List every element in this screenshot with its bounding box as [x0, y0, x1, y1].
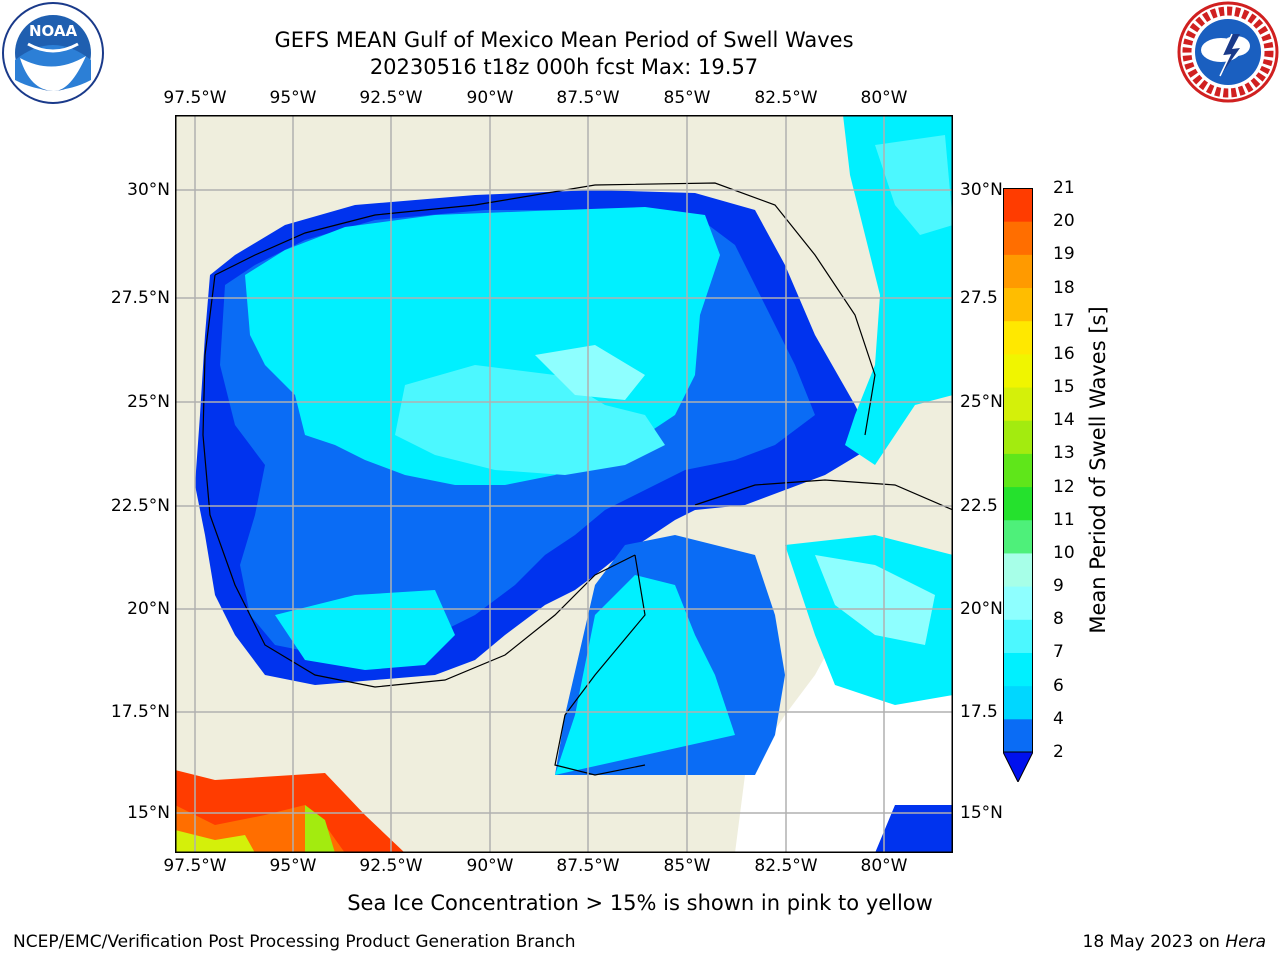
- map-border: [175, 115, 953, 853]
- lon-label-bottom: 80°W: [860, 856, 908, 876]
- colorbar-tick-label: 9: [1053, 576, 1064, 597]
- coastline-yucatan: [554, 554, 646, 776]
- colorbar-segment: [1003, 685, 1033, 720]
- lon-label-bottom: 97.5°W: [163, 856, 227, 876]
- colorbar-tick-label: 7: [1053, 642, 1064, 663]
- swell-atlantic-6-7: [875, 135, 953, 235]
- swell-pacific-13: [305, 805, 335, 853]
- colorbar-tick-label: 6: [1053, 675, 1064, 696]
- colorbar-segment: [1003, 453, 1033, 488]
- colorbar-tick-label: 21: [1053, 178, 1075, 198]
- lat-label-right: 15°N: [960, 803, 1003, 823]
- lat-label-left: 22.5°N: [110, 496, 170, 516]
- noaa-logo-text: NOAA: [29, 22, 78, 40]
- footer-host: Hera: [1225, 932, 1266, 952]
- lon-label-top: 90°W: [466, 88, 514, 108]
- lon-label-bottom: 90°W: [466, 856, 514, 876]
- coastline-west: [202, 274, 636, 688]
- lon-label-top: 85°W: [663, 88, 711, 108]
- colorbar-segment: [1003, 188, 1033, 222]
- lon-label-top: 95°W: [269, 88, 317, 108]
- lon-label-bottom: 82.5°W: [754, 856, 818, 876]
- lat-label-left: 27.5°N: [110, 288, 170, 308]
- colorbar-tick-label: 8: [1053, 609, 1064, 630]
- lon-label-top: 87.5°W: [556, 88, 620, 108]
- nws-logo: [1176, 0, 1280, 104]
- swell-band-4-6-south: [275, 590, 455, 670]
- chart-subtitle: 20230516 t18z 000h fcst Max: 19.57: [369, 55, 759, 79]
- colorbar-tick-label: 20: [1053, 211, 1075, 232]
- swell-band-2-se: [875, 805, 953, 853]
- colorbar-tick-label: 19: [1053, 244, 1075, 265]
- swell-caribbean-4-6: [555, 575, 735, 775]
- colorbar-segment: [1003, 254, 1033, 289]
- lat-label-left: 17.5°N: [110, 702, 170, 722]
- footer-date-text: 18 May 2023 on: [1082, 932, 1226, 952]
- lat-label-right: 17.5: [960, 702, 998, 722]
- colorbar-tick-label: 17: [1053, 310, 1075, 331]
- coastline-cuba: [694, 479, 954, 511]
- colorbar-segment: [1003, 519, 1033, 554]
- lat-label-left: 20°N: [127, 599, 170, 619]
- colorbar-tick-label: 10: [1053, 542, 1075, 563]
- lon-label-top: 80°W: [860, 88, 908, 108]
- footer-date: 18 May 2023 on Hera: [1083, 932, 1267, 952]
- chart-title: GEFS MEAN Gulf of Mexico Mean Period of …: [274, 28, 854, 52]
- map-panel: [175, 115, 954, 853]
- colorbar-segment: [1003, 221, 1033, 255]
- lon-label-bottom: 95°W: [269, 856, 317, 876]
- lat-label-right: 25°N: [960, 392, 1003, 412]
- swell-eastcarib-7-8: [815, 555, 935, 645]
- lon-label-bottom: 92.5°W: [359, 856, 423, 876]
- lat-label-left: 25°N: [127, 392, 170, 412]
- lon-label-bottom: 87.5°W: [556, 856, 620, 876]
- swell-band-6-7: [395, 365, 665, 475]
- colorbar-svg: [1002, 188, 1034, 784]
- lat-label-right: 20°N: [960, 599, 1003, 619]
- colorbar-segment: [1003, 387, 1033, 421]
- colorbar-tick-label: 18: [1053, 277, 1075, 298]
- ice-note: Sea Ice Concentration > 15% is shown in …: [0, 891, 1280, 915]
- colorbar-segment: [1003, 486, 1033, 521]
- lon-label-top: 97.5°W: [163, 88, 227, 108]
- colorbar-tick-label: 12: [1053, 476, 1075, 497]
- lon-label-top: 92.5°W: [359, 88, 423, 108]
- colorbar-tick-label: 11: [1053, 509, 1075, 530]
- footer-credit: NCEP/EMC/Verification Post Processing Pr…: [13, 932, 576, 952]
- lat-label-right: 22.5: [960, 496, 998, 516]
- lon-label-top: 82.5°W: [754, 88, 818, 108]
- colorbar-tick-label: 14: [1053, 410, 1075, 431]
- colorbar-segment: [1003, 420, 1033, 454]
- ice-note-text: Sea Ice Concentration > 15% is shown in …: [347, 891, 933, 915]
- colorbar-segment: [1003, 619, 1033, 653]
- swell-band-7-8: [535, 345, 645, 400]
- colorbar: [1002, 188, 1034, 784]
- noaa-logo: NOAA: [0, 0, 106, 106]
- lat-label-left: 30°N: [127, 180, 170, 200]
- colorbar-segment: [1003, 353, 1033, 388]
- coastline-north: [214, 182, 876, 436]
- graticule: [175, 115, 953, 853]
- colorbar-segment: [1003, 652, 1033, 687]
- map-canvas: [175, 115, 954, 853]
- colorbar-tick-label: 13: [1053, 443, 1075, 464]
- lon-label-bottom: 85°W: [663, 856, 711, 876]
- lat-label-right: 27.5: [960, 288, 998, 308]
- colorbar-underflow: [1002, 751, 1034, 784]
- colorbar-tick-label: 4: [1053, 708, 1064, 729]
- colorbar-tick-label: 16: [1053, 343, 1075, 364]
- colorbar-segment: [1003, 552, 1033, 587]
- colorbar-segment: [1003, 320, 1033, 355]
- lat-label-left: 15°N: [127, 803, 170, 823]
- colorbar-outline: [1003, 188, 1033, 753]
- colorbar-segment: [1003, 287, 1033, 322]
- colorbar-segment: [1003, 718, 1033, 753]
- colorbar-tick-label: 2: [1053, 742, 1064, 762]
- colorbar-title: Mean Period of Swell Waves [s]: [1086, 306, 1110, 634]
- colorbar-segment: [1003, 586, 1033, 620]
- colorbar-tick-label: 15: [1053, 377, 1075, 398]
- lat-label-right: 30°N: [960, 180, 1003, 200]
